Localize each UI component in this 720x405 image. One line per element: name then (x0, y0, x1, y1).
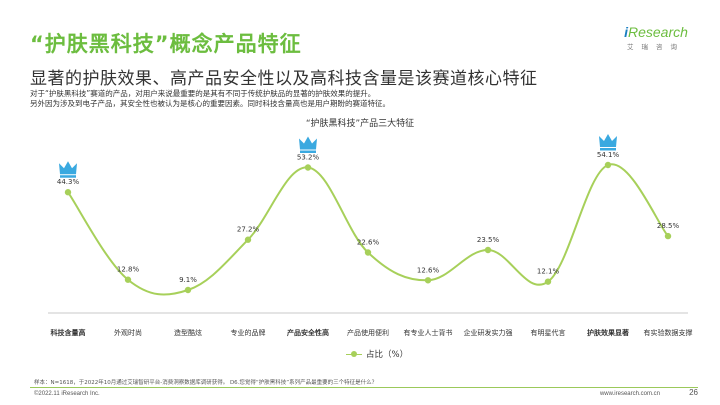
x-tick-label: 产品安全性高 (287, 328, 329, 337)
crown-icon (59, 161, 77, 175)
data-label: 28.5% (657, 222, 680, 230)
crown-base (60, 175, 76, 178)
x-tick-label: 护肤效果显著 (587, 328, 629, 337)
page-number: 26 (689, 388, 698, 397)
x-tick-label: 造型酷炫 (174, 328, 202, 337)
data-label: 22.6% (357, 239, 380, 247)
data-label: 53.2% (297, 154, 320, 162)
data-label: 9.1% (179, 276, 197, 284)
data-point (124, 276, 132, 283)
x-tick-label: 外观时尚 (114, 328, 142, 337)
data-label: 27.2% (237, 226, 260, 234)
x-tick-label: 专业的品牌 (231, 328, 266, 337)
data-point (604, 161, 612, 169)
data-point (484, 246, 492, 254)
data-point (304, 164, 312, 171)
copyright: ©2022.11 iResearch Inc. (34, 391, 100, 397)
x-tick-label: 有实验数据支撑 (644, 328, 693, 337)
x-tick-label: 有专业人士背书 (404, 328, 453, 337)
x-tick-label: 企业研发实力强 (464, 328, 513, 337)
data-label: 12.1% (537, 268, 560, 276)
chart-legend: 占比（%） (346, 348, 408, 360)
data-point (664, 232, 672, 240)
page-title: “护肤黑科技”概念产品特征 (30, 32, 302, 56)
data-point (544, 278, 552, 285)
x-tick-label: 科技含量高 (51, 328, 86, 337)
legend-line-marker (346, 351, 362, 357)
source-note: 样本：N=1618，于2022年10月通过艾瑞智研平台-消费洞察数据库调研获得。… (34, 380, 378, 386)
data-point (364, 249, 372, 256)
crown-base (600, 148, 616, 151)
data-point (244, 236, 252, 243)
x-tick-label: 有明星代言 (531, 328, 566, 337)
data-point (64, 189, 72, 196)
series-line (67, 163, 669, 296)
logo-subtitle: 艾瑞咨询 (627, 43, 685, 51)
data-label: 54.1% (597, 151, 620, 159)
description-line: 对于“护肤黑科技”赛道的产品，对用户来说最重要的是其有不同于传统护肤品的显著的护… (30, 89, 376, 98)
logo-wordmark: iResearch (624, 24, 688, 40)
description: 对于“护肤黑科技”赛道的产品，对用户来说最重要的是其有不同于传统护肤品的显著的护… (30, 89, 390, 109)
description-line: 另外因为涉及到电子产品，其安全性也被认为是核心的重要因素。同时科技含量高也是用户… (30, 99, 390, 108)
crown-icon (599, 134, 617, 147)
data-label: 23.5% (477, 236, 500, 244)
chart-title: “护肤黑科技”产品三大特征 (305, 119, 415, 129)
data-label: 12.8% (117, 266, 140, 274)
page-subtitle: 显著的护肤效果、高产品安全性以及高科技含量是该赛道核心特征 (30, 69, 538, 89)
legend-label: 占比（%） (366, 350, 409, 360)
website-link[interactable]: www.iresearch.com.cn (599, 391, 660, 397)
iresearch-logo: iResearch 艾瑞咨询 (616, 24, 696, 51)
data-label: 44.3% (57, 178, 80, 186)
footer-divider (30, 387, 698, 388)
crown-icon (299, 136, 317, 150)
data-point (424, 277, 432, 284)
data-point (184, 286, 192, 294)
data-label: 12.6% (417, 266, 440, 274)
x-tick-label: 产品使用便利 (347, 328, 389, 337)
crown-base (300, 150, 316, 153)
